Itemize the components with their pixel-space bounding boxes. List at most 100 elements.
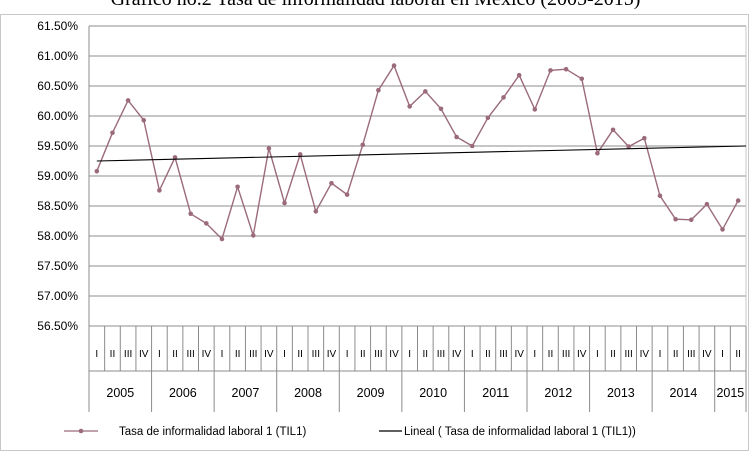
- data-point: [485, 115, 491, 121]
- y-axis: 61.50% 61.00% 60.50% 60.00% 59.50% 59.00% 58.5…: [37, 19, 78, 333]
- x-quarter-label: I: [158, 349, 161, 360]
- chart-frame: [0, 14, 749, 451]
- y-tick-label: 60.50%: [37, 79, 78, 93]
- x-quarter-label: I: [659, 349, 662, 360]
- x-quarter-label: IV: [514, 349, 524, 360]
- data-point: [360, 142, 366, 148]
- x-year-label: 2007: [232, 386, 260, 400]
- x-quarter-label: II: [360, 349, 366, 360]
- data-point: [297, 152, 303, 157]
- data-point: [720, 227, 725, 232]
- x-quarter-label: I: [408, 349, 411, 360]
- x-quarter-label: III: [687, 349, 695, 360]
- x-quarter-label: III: [625, 349, 633, 360]
- y-tick-label: 57.00%: [37, 289, 78, 303]
- data-point: [407, 104, 412, 109]
- data-point: [329, 180, 334, 186]
- x-quarter-label: I: [721, 349, 724, 360]
- x-quarter-label: II: [485, 349, 491, 360]
- data-point: [376, 87, 381, 93]
- data-point: [110, 130, 115, 136]
- y-tick-label: 60.00%: [37, 109, 78, 123]
- chart-title: Gráfico no.2 Tasa de informalidad labora…: [0, 0, 751, 11]
- data-point: [423, 89, 428, 94]
- x-year-label: 2006: [169, 386, 197, 400]
- x-quarter-label: II: [673, 349, 679, 360]
- x-quarter-label: II: [735, 349, 741, 360]
- data-point: [673, 216, 678, 222]
- x-year-label: 2013: [607, 386, 635, 400]
- x-quarter-label: III: [437, 349, 445, 360]
- legend-label-til1: Tasa de informalidad laboral 1 (TIL1): [119, 426, 306, 438]
- y-tick-label: 57.50%: [37, 259, 78, 273]
- y-tick-label: 61.50%: [37, 19, 78, 33]
- x-quarter-label: II: [423, 349, 429, 360]
- legend-marker-til1: [78, 428, 84, 434]
- y-tick-label: 59.00%: [37, 169, 78, 183]
- x-quarter-label: II: [110, 349, 116, 360]
- data-point: [595, 150, 600, 156]
- data-point: [344, 192, 350, 197]
- data-point: [313, 209, 319, 214]
- data-point: [125, 98, 131, 103]
- data-point: [642, 135, 647, 141]
- x-year-label: 2009: [357, 386, 385, 400]
- x-quarter-label: IV: [702, 349, 712, 360]
- data-point: [563, 66, 569, 72]
- x-year-label: 2015: [716, 386, 744, 400]
- data-point: [548, 68, 553, 73]
- x-quarter-label: II: [610, 349, 616, 360]
- x-quarter-label: I: [221, 349, 224, 360]
- x-year-label: 2011: [482, 386, 509, 400]
- data-point: [532, 107, 538, 112]
- x-year-label: 2005: [106, 386, 134, 400]
- data-point: [704, 201, 710, 207]
- x-quarter-label: IV: [327, 349, 337, 360]
- data-point: [219, 236, 225, 242]
- x-year-label: 2012: [544, 386, 572, 400]
- data-point: [454, 134, 459, 140]
- x-quarter-label: I: [596, 349, 599, 360]
- data-point: [688, 217, 694, 223]
- x-quarter-label: I: [533, 349, 536, 360]
- x-quarter-label: IV: [202, 349, 212, 360]
- data-point: [579, 76, 585, 82]
- x-quarter-label: IV: [577, 349, 587, 360]
- data-point: [516, 72, 522, 78]
- x-quarter-label: IV: [389, 349, 399, 360]
- x-quarter-label: II: [172, 349, 178, 360]
- x-quarter-label: III: [499, 349, 507, 360]
- y-tick-label: 56.50%: [37, 319, 78, 333]
- x-year-label: 2008: [294, 386, 322, 400]
- legend: Tasa de informalidad laboral 1 (TIL1) Lin…: [64, 426, 636, 438]
- data-point: [188, 211, 193, 217]
- x-quarter-label: III: [187, 349, 195, 360]
- trendline: [96, 145, 747, 162]
- data-point: [438, 106, 444, 112]
- data-point: [610, 127, 616, 133]
- x-quarter-label: IV: [452, 349, 462, 360]
- legend-label-trend: Lineal ( Tasa de informalidad laboral 1 …: [404, 426, 636, 438]
- x-quarter-label: IV: [139, 349, 149, 360]
- x-quarter-label: III: [374, 349, 382, 360]
- series-line-til1: [96, 64, 739, 241]
- data-point: [391, 63, 397, 68]
- data-point: [282, 200, 287, 206]
- x-quarter-label: IV: [640, 349, 650, 360]
- data-point: [735, 198, 741, 203]
- data-point: [501, 95, 506, 100]
- y-tick-label: 59.50%: [37, 139, 78, 153]
- data-point: [94, 168, 100, 174]
- y-tick-label: 61.00%: [37, 49, 78, 63]
- data-point: [157, 188, 162, 193]
- data-point: [141, 117, 147, 123]
- x-quarter-label: I: [95, 349, 98, 360]
- x-quarter-label: II: [235, 349, 241, 360]
- data-point: [469, 143, 475, 149]
- y-tick-label: 58.50%: [37, 199, 78, 213]
- x-quarter-label: II: [548, 349, 554, 360]
- y-tick-label: 58.00%: [37, 229, 78, 243]
- x-quarter-label: II: [297, 349, 303, 360]
- x-axis: I II III IV I II III IV I II III IV I II III IV I II III IV…: [88, 326, 747, 412]
